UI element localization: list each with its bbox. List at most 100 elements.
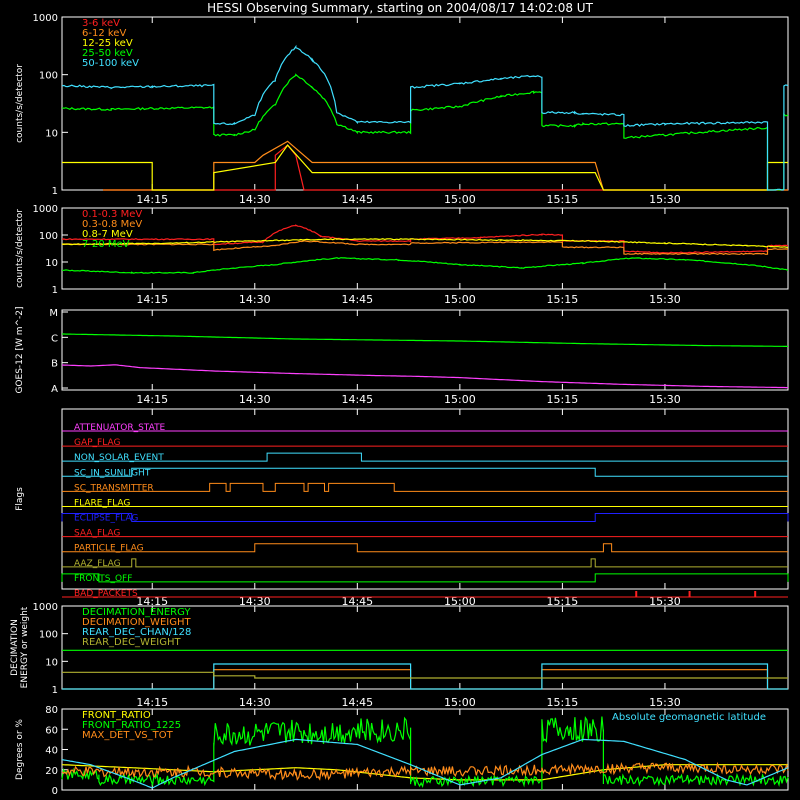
lowE-xtick-label: 14:15 <box>136 193 168 206</box>
panels: 14:15 14:30 14:45 15:00 15:15 15:301101001000… <box>10 13 789 797</box>
flag-label-7: SAA_FLAG <box>74 529 120 539</box>
decim-xtick-label: 15:30 <box>649 696 681 709</box>
highE-ytick-label: 10 <box>45 258 58 269</box>
lowE-series-3 <box>61 73 789 191</box>
goes-xtick-label: 15:30 <box>649 393 681 406</box>
flag-label-0: ATTENUATOR_STATE <box>74 423 166 433</box>
flag-label-1: GAP_FLAG <box>74 438 120 448</box>
decim-ylabel: DECIMATIONENERGY or weight <box>10 606 30 688</box>
flag-label-5: FLARE_FLAG <box>74 498 130 508</box>
flags-frame <box>61 408 789 590</box>
flag-label-8: PARTICLE_FLAG <box>74 544 144 554</box>
decim-legend-0: DECIMATION_ENERGY <box>82 607 191 618</box>
flag-label-10: FRONTS_OFF <box>74 574 132 584</box>
highE-ylabel: counts/s/detector <box>15 209 25 288</box>
goes-ytick-label: B <box>51 359 58 370</box>
flag-label-6: ECLIPSE_FLAG <box>74 514 138 524</box>
decim-series-3 <box>62 671 788 679</box>
decim-ytick-label: 10 <box>45 657 58 668</box>
lowE-series-4 <box>61 44 789 191</box>
lowE-legend-2: 12-25 keV <box>82 38 133 49</box>
decim-xtick-label: 14:45 <box>341 696 373 709</box>
ratio-series-3 <box>61 738 789 789</box>
goes-series-1 <box>61 364 788 389</box>
ratio-ytick-label: 80 <box>45 705 58 716</box>
highE-xtick-label: 15:00 <box>444 293 476 306</box>
lowE-ytick-label: 1 <box>52 186 58 197</box>
lowE-xtick-label: 15:15 <box>547 193 579 206</box>
ylabel-line: ENERGY or weight <box>20 606 30 688</box>
flag-line-4 <box>62 482 788 492</box>
ratio-ytick-label: 60 <box>45 725 58 736</box>
highE-legend-3: 7-20 MeV <box>82 239 130 250</box>
flag-label-11: BAD_PACKETS <box>74 589 138 599</box>
highE-xtick-label: 15:15 <box>547 293 579 306</box>
flags-xtick-label: 14:15 <box>136 595 168 608</box>
goes-ytick-label: A <box>51 384 58 395</box>
flag-label-4: SC_TRANSMITTER <box>74 483 154 493</box>
flags-xtick-label: 15:15 <box>547 595 579 608</box>
highE-frame <box>61 207 789 290</box>
goes-xtick-label: 14:30 <box>239 393 271 406</box>
highE-xtick-label: 14:30 <box>239 293 271 306</box>
lowE-ylabel: counts/s/detector <box>15 64 25 143</box>
highE-legend-1: 0.3-0.8 MeV <box>82 219 142 230</box>
goes-ylabel: GOES-12 [W m^-2] <box>15 306 25 393</box>
chart-title: HESSI Observing Summary, starting on 200… <box>207 1 593 15</box>
panel-flags: 14:15 14:30 14:45 15:00 15:15 15:30 Flags ATTEN… <box>15 408 789 608</box>
flag-line-8 <box>62 543 788 553</box>
ratio-ytick-label: 40 <box>45 746 58 757</box>
highE-legend-2: 0.8-7 MeV <box>82 229 133 240</box>
flags-xtick-label: 15:00 <box>444 595 476 608</box>
lowE-ytick-label: 1000 <box>33 13 58 24</box>
decim-series-2 <box>62 663 788 690</box>
highE-series-1 <box>61 239 789 255</box>
ylabel-line: DECIMATION <box>10 619 20 676</box>
goes-ytick-label: M <box>49 308 58 319</box>
highE-ytick-label: 100 <box>39 231 58 242</box>
ratio-annotation: Absolute geomagnetic latitude <box>612 712 766 723</box>
flag-line-6 <box>61 513 789 523</box>
decim-xtick-label: 15:15 <box>547 696 579 709</box>
goes-ytick-label: C <box>51 333 58 344</box>
decim-ytick-label: 100 <box>39 630 58 641</box>
flag-label-2: NON_SOLAR_EVENT <box>74 453 164 463</box>
decim-legend-2: REAR_DEC_CHAN/128 <box>82 627 191 638</box>
flags-xtick-label: 14:30 <box>239 595 271 608</box>
goes-xtick-label: 14:45 <box>341 393 373 406</box>
lowE-xtick-label: 14:45 <box>341 193 373 206</box>
ratio-series-2 <box>61 761 789 781</box>
panel-ratio: 0 20 40 60 80 Degrees or % FRONT_RATIOFRONT_RA… <box>15 705 789 797</box>
ratio-ylabel: Degrees or % <box>15 719 25 780</box>
ratio-ytick-label: 20 <box>45 766 58 777</box>
decim-xtick-label: 14:30 <box>239 696 271 709</box>
lowE-xtick-label: 15:00 <box>444 193 476 206</box>
lowE-ytick-label: 10 <box>45 128 58 139</box>
highE-xtick-label: 14:45 <box>341 293 373 306</box>
flag-line-3 <box>62 467 788 477</box>
flag-line-2 <box>62 452 788 462</box>
flag-label-9: AAZ_FLAG <box>74 559 121 569</box>
goes-xtick-label: 14:15 <box>136 393 168 406</box>
decim-ytick-label: 1 <box>52 685 58 696</box>
panel-lowE: 14:15 14:30 14:45 15:00 15:15 15:30 1 10 100 1000… <box>15 13 789 206</box>
flag-line-10 <box>61 573 789 583</box>
lowE-legend-0: 3-6 keV <box>82 18 120 29</box>
highE-xtick-label: 15:30 <box>649 293 681 306</box>
lowE-ytick-label: 100 <box>39 71 58 82</box>
ratio-legend-1: FRONT_RATIO_1225 <box>82 720 181 731</box>
goes-series-0 <box>62 333 788 347</box>
flag-label-3: SC_IN_SUNLIGHT <box>74 468 151 478</box>
flag-line-9 <box>62 558 788 568</box>
highE-series-3 <box>62 256 789 274</box>
lowE-legend-3: 25-50 keV <box>82 48 133 59</box>
highE-series-2 <box>61 238 789 249</box>
panel-highE: 14:15 14:30 14:45 15:00 15:15 15:30 1 10 100 1000… <box>15 204 789 306</box>
ratio-legend-0: FRONT_RATIO <box>82 710 151 721</box>
decim-legend-1: DECIMATION_WEIGHT <box>82 617 191 628</box>
decim-xtick-label: 14:15 <box>136 696 168 709</box>
lowE-legend-4: 50-100 keV <box>82 58 139 69</box>
ratio-ytick-label: 0 <box>52 786 58 797</box>
